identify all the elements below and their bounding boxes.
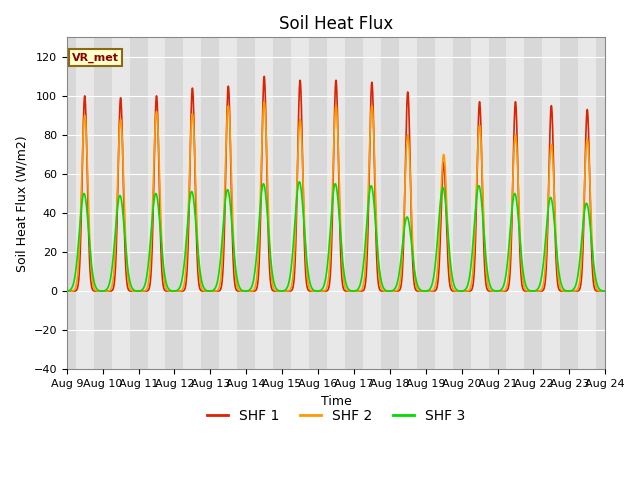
SHF 1 [63,288,70,294]
Line: SHF 3: SHF 3 [67,182,605,291]
Y-axis label: Soil Heat Flux (W/m2): Soil Heat Flux (W/m2) [15,135,28,272]
SHF 2 [602,288,609,294]
SHF 3 [487,285,495,291]
SHF 1 [316,288,324,294]
SHF 3 [457,288,465,294]
SHF 2 [63,288,70,294]
Bar [542,37,561,369]
SHF 1 [601,288,609,294]
Bar [76,37,93,369]
SHF 3 [427,285,435,290]
Bar [435,37,452,369]
SHF 3 [296,179,303,185]
Bar [399,37,417,369]
Bar [184,37,202,369]
Bar [327,37,345,369]
Bar [220,37,237,369]
Line: SHF 2: SHF 2 [67,102,605,291]
SHF 1 [427,288,435,294]
SHF 2 [316,288,324,294]
SHF 2 [601,288,609,294]
Legend: SHF 1, SHF 2, SHF 3: SHF 1, SHF 2, SHF 3 [201,404,471,429]
Bar [363,37,381,369]
SHF 1 [159,284,167,290]
Bar [506,37,524,369]
Bar [148,37,166,369]
SHF 3 [63,288,70,294]
SHF 2 [260,99,268,105]
SHF 2 [457,288,465,294]
Title: Soil Heat Flux: Soil Heat Flux [279,15,393,33]
Bar [470,37,488,369]
SHF 1 [487,288,495,294]
SHF 3 [601,288,609,294]
SHF 2 [427,288,435,294]
SHF 3 [159,264,167,269]
X-axis label: Time: Time [321,395,351,408]
SHF 1 [260,73,268,79]
Bar [111,37,129,369]
Text: VR_met: VR_met [72,53,119,63]
SHF 2 [487,288,495,294]
Line: SHF 1: SHF 1 [67,76,605,291]
SHF 1 [457,288,465,294]
SHF 3 [602,288,609,294]
SHF 1 [602,288,609,294]
Bar [579,37,596,369]
Bar [291,37,309,369]
SHF 2 [159,271,167,277]
Bar [255,37,273,369]
SHF 3 [316,288,324,294]
